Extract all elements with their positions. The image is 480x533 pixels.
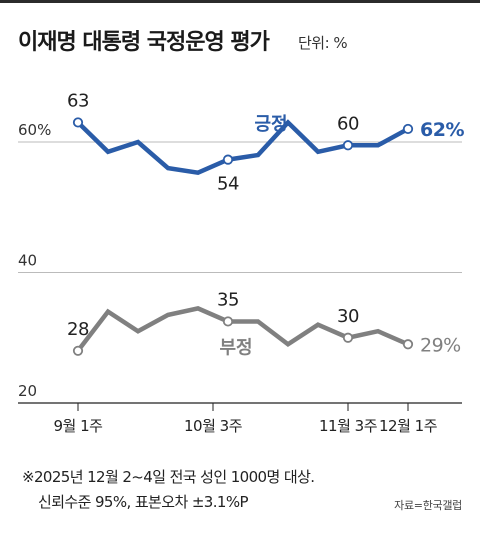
- data-label: 62%: [420, 119, 464, 141]
- data-label: 35: [217, 289, 239, 310]
- chart-title: 이재명 대통령 국정운영 평가: [18, 30, 270, 55]
- top-rule: [0, 0, 480, 3]
- x-tick-label: 11월 3주: [319, 417, 377, 435]
- y-tick-label: 60%: [18, 121, 51, 139]
- data-point-marker: [402, 339, 414, 350]
- x-axis: 9월 1주 10월 3주 11월 3주 12월 1주: [54, 403, 438, 435]
- data-point-marker: [72, 117, 84, 128]
- source-label: 자료=한국갤럽: [394, 499, 462, 512]
- unit-label: 단위: %: [298, 34, 348, 52]
- y-tick-label: 20: [18, 382, 37, 400]
- x-tick-label: 10월 3주: [184, 417, 242, 435]
- data-label: 60: [337, 113, 359, 134]
- x-tick-label: 12월 1주: [379, 417, 437, 435]
- grid-layer: 60% 40 20: [18, 121, 462, 404]
- data-point-marker: [222, 154, 234, 165]
- y-tick-label: 40: [18, 252, 37, 270]
- data-point-marker: [222, 316, 234, 327]
- series-layer: [72, 117, 414, 356]
- series-name-label: 긍정: [254, 114, 287, 135]
- data-point-marker: [342, 332, 354, 343]
- series-line-1: [76, 306, 409, 353]
- series-name-label: 부정: [219, 337, 252, 358]
- x-tick-label: 9월 1주: [54, 417, 103, 435]
- data-label: 63: [67, 90, 89, 111]
- confidence-note: 신뢰수준 95%, 표본오차 ±3.1%P: [38, 493, 249, 511]
- data-point-marker: [72, 345, 84, 356]
- data-label: 54: [217, 174, 239, 195]
- data-point-marker: [342, 140, 354, 151]
- data-label: 29%: [420, 334, 461, 356]
- data-point-marker: [402, 123, 414, 135]
- data-label: 30: [337, 306, 359, 327]
- data-label: 28: [67, 319, 89, 340]
- survey-note: ※2025년 12월 2~4일 전국 성인 1000명 대상.: [22, 468, 315, 486]
